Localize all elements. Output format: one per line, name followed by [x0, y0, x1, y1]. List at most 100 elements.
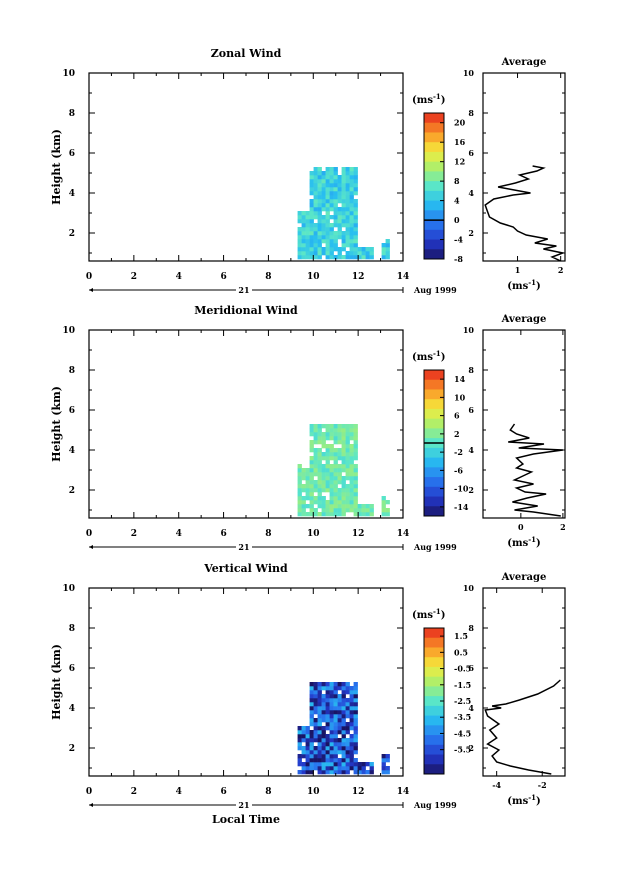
colorbar-segment: [424, 171, 444, 182]
heatmap-cell: [329, 762, 334, 767]
heatmap-cell: [317, 702, 322, 707]
date-label-bg: [236, 284, 252, 296]
heatmap-cell: [341, 448, 346, 453]
heatmap-cell: [329, 167, 334, 172]
colorbar-segment: [424, 754, 444, 765]
heatmap-cell: [325, 710, 330, 715]
heatmap-cell: [345, 195, 350, 200]
heatmap-cell: [313, 718, 318, 723]
heatmap-cell: [333, 726, 338, 731]
heatmap-cell: [309, 734, 314, 739]
colorbar-tick-label: -8: [454, 254, 463, 264]
heatmap-cell: [353, 496, 358, 501]
heatmap-cell: [349, 215, 354, 220]
heatmap-cell: [329, 718, 334, 723]
average-x-tick-label: -4: [492, 780, 501, 790]
heatmap-cell: [349, 191, 354, 196]
heatmap-cell: [317, 247, 322, 252]
heatmap-cell: [317, 203, 322, 208]
heatmap-cell: [321, 424, 326, 429]
heatmap-cell: [325, 203, 330, 208]
heatmap-cell: [357, 255, 362, 260]
heatmap-cell: [329, 436, 334, 441]
colorbar-segment: [424, 229, 444, 240]
heatmap-cell: [349, 428, 354, 433]
heatmap-cell: [329, 750, 334, 755]
heatmap-cell: [317, 504, 322, 509]
heatmap-cell: [325, 199, 330, 204]
heatmap-cell: [313, 512, 318, 517]
heatmap-cell: [341, 183, 346, 188]
heatmap-cell: [349, 444, 354, 449]
heatmap-cell: [361, 247, 366, 252]
heatmap-cell: [313, 766, 318, 771]
heatmap-cell: [325, 706, 330, 711]
heatmap-cell: [333, 722, 338, 727]
heatmap-cell: [333, 500, 338, 505]
colorbar-segment: [424, 686, 444, 697]
average-y-tick-label: 2: [468, 228, 474, 238]
heatmap-cell: [329, 207, 334, 212]
heatmap-cell: [333, 714, 338, 719]
heatmap-cell: [333, 484, 338, 489]
heatmap-cell: [297, 464, 302, 469]
average-x-label-exp: -1: [528, 278, 536, 287]
heatmap-cell: [309, 500, 314, 505]
heatmap-cell: [325, 484, 330, 489]
y-tick-label: 2: [69, 744, 75, 754]
average-y-tick-label: 4: [468, 703, 474, 713]
heatmap-cell: [353, 682, 358, 687]
heatmap-cell: [341, 432, 346, 437]
average-x-label-close: ): [536, 538, 541, 549]
heatmap-cell: [325, 243, 330, 248]
heatmap-cell: [309, 480, 314, 485]
heatmap-cell: [385, 508, 390, 513]
heatmap-cell: [309, 504, 314, 509]
heatmap-cell: [365, 504, 370, 509]
heatmap-cell: [353, 742, 358, 747]
colorbar-segment: [424, 637, 444, 648]
colorbar-label-text: (ms: [412, 95, 433, 106]
heatmap-cell: [309, 750, 314, 755]
heatmap-cell: [353, 227, 358, 232]
colorbar-segment: [424, 506, 444, 517]
colorbar-tick-label: -6: [454, 465, 463, 475]
heatmap-cell: [313, 730, 318, 735]
heatmap-cell: [321, 472, 326, 477]
heatmap-cell: [321, 694, 326, 699]
colorbar-segment: [424, 447, 444, 458]
heatmap-cell: [329, 682, 334, 687]
heatmap-cell: [337, 440, 342, 445]
heatmap-cell: [341, 444, 346, 449]
heatmap-cell: [333, 247, 338, 252]
heatmap-cell: [337, 464, 342, 469]
heatmap-cell: [325, 480, 330, 485]
heatmap-cell: [341, 456, 346, 461]
heatmap-cell: [321, 714, 326, 719]
heatmap-cell: [349, 492, 354, 497]
colorbar-segment: [424, 486, 444, 497]
date-suffix: Aug 1999: [413, 542, 457, 552]
heatmap-cell: [349, 203, 354, 208]
x-tick-label: 14: [397, 787, 410, 797]
heatmap-cell: [297, 227, 302, 232]
heatmap-cell: [325, 468, 330, 473]
average-y-tick-label: 10: [463, 68, 475, 78]
heatmap-cell: [321, 762, 326, 767]
heatmap-cell: [337, 694, 342, 699]
heatmap-cell: [317, 432, 322, 437]
heatmap-cell: [317, 698, 322, 703]
heatmap-cell: [337, 223, 342, 228]
heatmap-cell: [337, 251, 342, 256]
heatmap-cell: [325, 432, 330, 437]
heatmap-cell: [305, 227, 310, 232]
heatmap-cell: [353, 456, 358, 461]
heatmap-cell: [369, 255, 374, 260]
heatmap-cell: [313, 432, 318, 437]
heatmap-cell: [317, 175, 322, 180]
heatmap-cell: [341, 436, 346, 441]
x-tick-label: 14: [397, 272, 410, 282]
average-frame: [482, 72, 566, 262]
heatmap-cell: [337, 448, 342, 453]
heatmap-cell: [321, 758, 326, 763]
